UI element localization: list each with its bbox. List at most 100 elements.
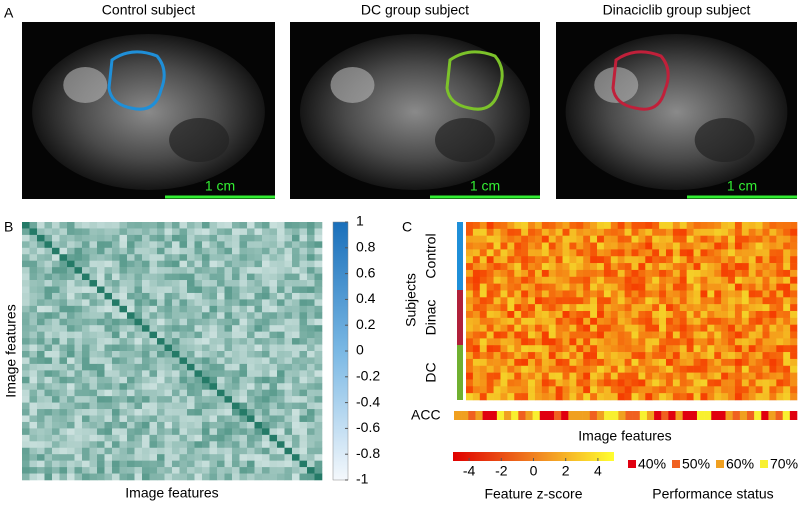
matrix-cell <box>209 254 218 261</box>
matrix-cell <box>314 228 323 236</box>
matrix-cell <box>172 280 180 287</box>
heatmap-cell <box>479 311 487 319</box>
matrix-cell <box>149 305 158 313</box>
matrix-cell <box>22 376 30 384</box>
matrix-cell <box>277 396 285 403</box>
heatmap-cell <box>776 235 784 243</box>
heatmap-cell <box>645 365 653 373</box>
matrix-cell <box>44 447 53 455</box>
heatmap-cell <box>631 324 639 332</box>
matrix-cell <box>74 280 83 287</box>
heatmap-cell <box>514 304 522 312</box>
matrix-cell <box>232 357 240 365</box>
matrix-cell <box>277 312 285 320</box>
matrix-cell <box>262 273 270 281</box>
matrix-cell <box>179 473 188 481</box>
colorbar-tick-label: 0 <box>356 342 364 358</box>
matrix-cell <box>22 344 30 352</box>
matrix-cell <box>187 428 195 436</box>
heatmap-cell <box>700 269 708 278</box>
heatmap-cell <box>652 324 660 332</box>
group-bar <box>457 222 463 290</box>
matrix-cell <box>89 434 98 442</box>
matrix-cell <box>292 370 300 378</box>
heatmap-cell <box>665 358 674 367</box>
heatmap-cell <box>610 235 619 243</box>
matrix-cell <box>112 363 120 371</box>
matrix-cell <box>127 351 135 358</box>
matrix-cell <box>164 267 173 274</box>
heatmap-cell <box>728 276 736 284</box>
heatmap-cell <box>603 317 612 325</box>
heatmap-cell <box>514 352 522 360</box>
matrix-cell <box>232 222 240 229</box>
matrix-cell <box>44 389 53 397</box>
heatmap-cell <box>679 358 687 367</box>
matrix-cell <box>134 409 143 416</box>
matrix-cell <box>127 299 135 307</box>
panel-label: B <box>4 219 13 235</box>
matrix-cell <box>292 415 300 423</box>
matrix-cell <box>67 305 75 313</box>
matrix-cell <box>202 434 210 442</box>
matrix-cell <box>59 421 68 429</box>
matrix-cell <box>314 389 323 397</box>
matrix-cell <box>307 370 315 378</box>
heatmap-cell <box>755 222 763 230</box>
heatmap-cell <box>790 269 798 278</box>
matrix-cell <box>82 318 90 326</box>
matrix-cell <box>314 357 323 365</box>
matrix-cell <box>179 460 188 468</box>
heatmap-cell <box>790 352 798 360</box>
heatmap-cell <box>541 228 550 236</box>
heatmap-cell <box>597 379 605 387</box>
heatmap-cell <box>776 338 784 346</box>
matrix-cell <box>104 325 113 332</box>
matrix-cell <box>142 473 150 481</box>
heatmap-cell <box>541 372 550 380</box>
matrix-cell <box>187 434 195 442</box>
matrix-cell <box>134 280 143 287</box>
heatmap-cell <box>652 228 660 236</box>
matrix-cell <box>262 267 270 274</box>
heatmap-cell <box>514 331 522 339</box>
matrix-cell <box>217 396 225 403</box>
heatmap-cell <box>693 290 701 298</box>
matrix-cell <box>74 376 83 384</box>
matrix-cell <box>112 286 120 294</box>
matrix-cell <box>119 376 128 384</box>
matrix-cell <box>187 402 195 410</box>
matrix-cell <box>29 434 38 442</box>
heatmap-cell <box>597 304 605 312</box>
matrix-cell <box>59 234 68 242</box>
matrix-cell <box>292 454 300 461</box>
matrix-cell <box>29 344 38 352</box>
matrix-cell <box>314 421 323 429</box>
heatmap-cell <box>686 338 694 346</box>
matrix-cell <box>209 286 218 294</box>
heatmap-cell <box>500 256 508 264</box>
matrix-cell <box>292 402 300 410</box>
matrix-cell <box>89 299 98 307</box>
heatmap-cell <box>466 311 474 319</box>
heatmap-cell <box>541 283 550 291</box>
heatmap-cell <box>700 372 708 380</box>
heatmap-cell <box>548 304 556 312</box>
matrix-cell <box>232 363 240 371</box>
matrix-cell <box>22 247 30 255</box>
matrix-cell <box>112 325 120 332</box>
heatmap-cell <box>541 256 550 264</box>
matrix-cell <box>262 331 270 339</box>
matrix-cell <box>29 331 38 339</box>
heatmap-cell <box>624 345 632 353</box>
heatmap-cell <box>783 365 791 373</box>
acc-cell <box>539 411 548 420</box>
matrix-cell <box>97 247 105 255</box>
heatmap-cell <box>555 222 563 230</box>
matrix-cell <box>209 415 218 423</box>
heatmap-cell <box>576 283 584 291</box>
performance-label: 70% <box>770 456 798 472</box>
heatmap-cell <box>693 276 701 284</box>
heatmap-cell <box>679 249 687 257</box>
matrix-cell <box>52 421 60 429</box>
